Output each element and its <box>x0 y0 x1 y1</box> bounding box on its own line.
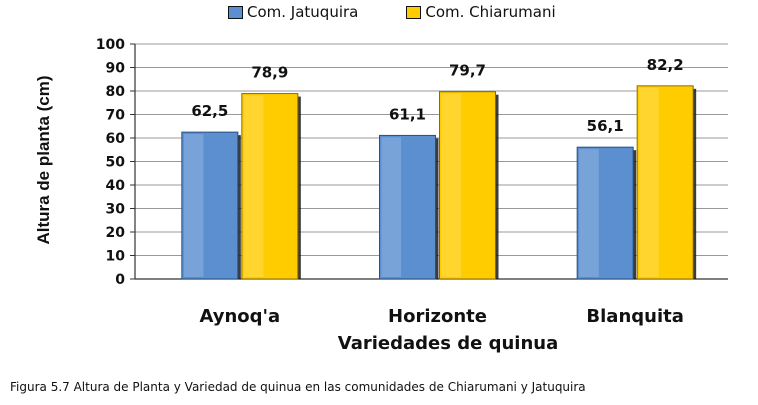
x-axis-label: Variedades de quinua <box>337 333 559 354</box>
y-tick-label: 0 <box>115 272 125 288</box>
data-label: 78,9 <box>251 64 288 82</box>
legend-item-jatuquira: Com. Jatuquira <box>228 3 358 21</box>
data-label: 82,2 <box>647 56 684 74</box>
bar-chiarumani <box>439 91 496 280</box>
y-tick-label: 100 <box>96 37 125 53</box>
legend-swatch-jatuquira <box>228 5 243 19</box>
y-tick-label: 30 <box>106 202 126 218</box>
data-label: 56,1 <box>587 117 624 135</box>
data-label: 62,5 <box>191 102 228 120</box>
bar-jatuquira <box>181 131 239 280</box>
data-label: 79,7 <box>449 62 486 80</box>
legend: Com. Jatuquira Com. Chiarumani <box>228 3 556 21</box>
x-tick-label: Horizonte <box>388 306 487 327</box>
y-tick-label: 10 <box>106 249 126 265</box>
y-tick-label: 50 <box>106 155 126 171</box>
bar-highlight <box>183 134 204 277</box>
bar-highlight <box>579 149 599 277</box>
bar-chiarumani <box>636 85 694 280</box>
bar-chiarumani <box>241 93 299 280</box>
legend-swatch-chiarumani <box>406 5 422 19</box>
y-tick-label: 60 <box>106 131 126 147</box>
x-tick-label: Aynoq'a <box>199 306 280 327</box>
bar-highlight <box>441 93 462 277</box>
y-tick-label: 70 <box>106 108 126 124</box>
legend-label-chiarumani: Com. Chiarumani <box>425 3 556 21</box>
y-tick-label: 80 <box>106 84 126 100</box>
legend-item-chiarumani: Com. Chiarumani <box>406 3 556 21</box>
bar-highlight <box>639 87 659 277</box>
bar-highlight <box>243 95 264 278</box>
bar-jatuquira <box>576 146 634 280</box>
y-axis-label: Altura de planta (cm) <box>34 75 53 245</box>
bar-highlight <box>381 137 402 277</box>
y-tick-label: 40 <box>106 178 126 194</box>
x-tick-label: Blanquita <box>586 306 683 327</box>
y-tick-label: 90 <box>106 61 126 77</box>
legend-label-jatuquira: Com. Jatuquira <box>247 3 359 21</box>
bar-jatuquira <box>379 134 436 280</box>
data-label: 61,1 <box>389 105 426 123</box>
y-tick-label: 20 <box>106 225 126 241</box>
figure-caption: Figura 5.7 Altura de Planta y Variedad d… <box>10 380 586 394</box>
